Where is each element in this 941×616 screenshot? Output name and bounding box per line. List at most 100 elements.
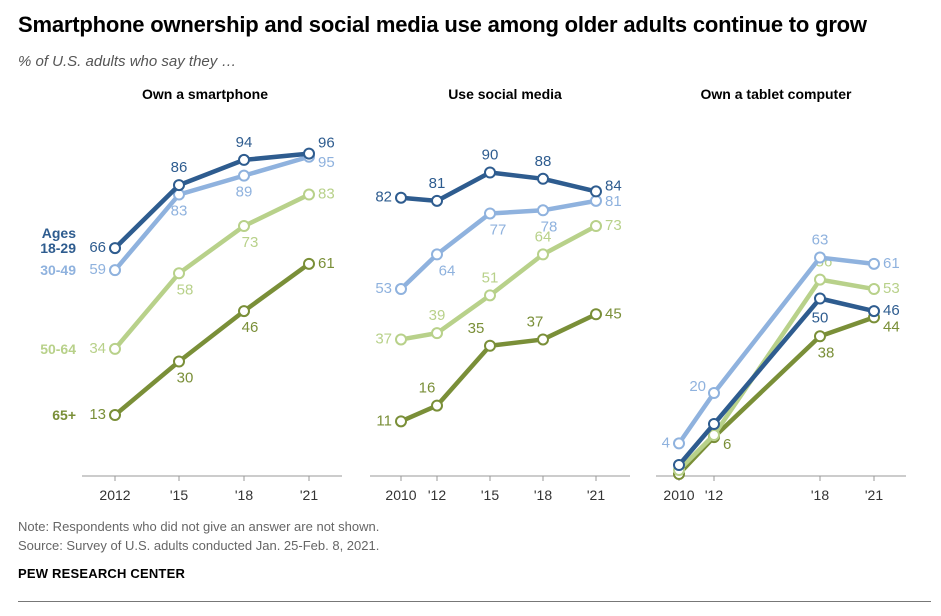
data-label-own-a-tablet-computer-65-3: 44 [883, 318, 900, 335]
data-label-own-a-smartphone-18-29-0: 66 [89, 239, 106, 256]
legend-label-50-64: 50-64 [40, 341, 76, 357]
series-line-own-a-smartphone-30-49 [112, 154, 312, 273]
data-label-own-a-tablet-computer-30-49-1: 20 [689, 378, 706, 395]
legend-label-30-49: 30-49 [40, 262, 76, 278]
data-point-own-a-smartphone-50-64-3 [303, 188, 315, 201]
x-tick-label-use-social-media-12: '12 [428, 487, 446, 503]
data-point-use-social-media-65-3 [537, 333, 549, 346]
data-label-own-a-tablet-computer-30-49-2: 63 [812, 232, 829, 249]
data-label-use-social-media-65-0: 11 [376, 412, 392, 429]
x-tick-label-use-social-media-21: '21 [587, 487, 605, 503]
x-tick-label-use-social-media-18: '18 [534, 487, 552, 503]
x-tick-label-own-a-tablet-computer-12: '12 [705, 487, 723, 503]
data-point-use-social-media-50-64-3 [537, 248, 549, 261]
data-point-own-a-tablet-computer-65-2 [814, 330, 826, 343]
series-line-own-a-tablet-computer-50-64 [676, 277, 877, 473]
data-label-own-a-smartphone-50-64-2: 73 [242, 234, 259, 251]
data-point-own-a-smartphone-65-2 [238, 305, 250, 318]
data-point-own-a-smartphone-18-29-1 [173, 179, 185, 192]
data-label-use-social-media-50-64-0: 37 [375, 330, 392, 347]
chart-source: Source: Survey of U.S. adults conducted … [18, 538, 380, 553]
data-label-own-a-tablet-computer-65-1: 6 [723, 436, 731, 453]
data-point-use-social-media-65-1 [431, 399, 443, 412]
data-point-use-social-media-18-29-3 [537, 172, 549, 185]
data-point-own-a-tablet-computer-30-49-1 [708, 387, 720, 399]
data-label-own-a-tablet-computer-30-49-3: 61 [883, 255, 900, 272]
data-point-use-social-media-50-64-1 [431, 327, 443, 340]
data-label-own-a-smartphone-30-49-0: 59 [89, 261, 106, 278]
data-label-own-a-smartphone-30-49-1: 83 [171, 203, 188, 220]
data-point-use-social-media-50-64-2 [484, 289, 496, 302]
data-point-own-a-smartphone-50-64-2 [238, 220, 250, 233]
data-point-own-a-tablet-computer-30-49-2 [814, 251, 826, 264]
legend-label-18-29: 18-29 [40, 240, 76, 256]
data-point-own-a-tablet-computer-50-64-2 [814, 273, 826, 286]
data-label-use-social-media-50-64-4: 73 [605, 217, 622, 234]
chart-subtitle: % of U.S. adults who say they … [18, 53, 237, 70]
x-tick-label-own-a-tablet-computer-18: '18 [811, 487, 829, 503]
data-label-own-a-smartphone-18-29-1: 86 [171, 159, 188, 176]
data-point-use-social-media-30-49-1 [431, 248, 443, 261]
panel-title-use-social-media: Use social media [448, 86, 562, 102]
data-label-use-social-media-30-49-2: 77 [490, 221, 507, 238]
data-point-use-social-media-18-29-0 [395, 191, 407, 204]
data-label-use-social-media-50-64-1: 39 [429, 307, 446, 324]
data-point-own-a-tablet-computer-30-49-3 [868, 257, 880, 270]
data-label-use-social-media-65-2: 35 [468, 320, 485, 337]
x-tick-label-own-a-tablet-computer-21: '21 [865, 487, 883, 503]
data-label-own-a-smartphone-65-3: 61 [318, 255, 335, 272]
data-label-use-social-media-18-29-1: 81 [429, 175, 446, 192]
data-point-own-a-smartphone-30-49-2 [238, 169, 250, 182]
data-point-own-a-smartphone-30-49-0 [109, 264, 121, 277]
data-point-own-a-smartphone-18-29-2 [238, 153, 250, 166]
data-point-own-a-smartphone-65-1 [173, 355, 185, 368]
data-label-own-a-tablet-computer-18-29-2: 50 [812, 310, 829, 327]
panel-title-own-a-tablet-computer: Own a tablet computer [701, 86, 852, 102]
bottom-rule [18, 601, 931, 602]
data-point-own-a-smartphone-18-29-0 [109, 242, 121, 255]
data-point-own-a-smartphone-50-64-0 [109, 342, 121, 355]
data-point-own-a-tablet-computer-30-49-0 [673, 437, 685, 450]
x-tick-label-use-social-media-15: '15 [481, 487, 499, 503]
data-point-own-a-smartphone-18-29-3 [303, 147, 315, 160]
data-point-own-a-smartphone-65-3 [303, 257, 315, 270]
data-label-use-social-media-18-29-2: 90 [482, 147, 499, 164]
data-point-use-social-media-18-29-2 [484, 166, 496, 179]
data-label-use-social-media-30-49-4: 81 [605, 193, 622, 210]
data-point-use-social-media-50-64-4 [590, 220, 602, 233]
data-label-own-a-smartphone-65-1: 30 [177, 370, 194, 387]
series-line-use-social-media-65 [398, 312, 599, 424]
data-label-own-a-smartphone-65-2: 46 [242, 319, 259, 336]
chart-note: Note: Respondents who did not give an an… [18, 519, 380, 534]
chart-title: Smartphone ownership and social media us… [18, 12, 867, 37]
x-tick-label-own-a-smartphone-2012: 2012 [99, 487, 130, 503]
data-point-own-a-tablet-computer-18-29-3 [868, 305, 880, 318]
data-label-use-social-media-65-1: 16 [419, 380, 436, 397]
data-label-own-a-smartphone-18-29-3: 96 [318, 135, 335, 152]
x-tick-label-use-social-media-2010: 2010 [385, 487, 416, 503]
series-line-own-a-tablet-computer-18-29 [676, 296, 877, 468]
data-label-own-a-tablet-computer-65-2: 38 [818, 344, 835, 361]
data-label-use-social-media-65-4: 45 [605, 305, 622, 322]
data-point-use-social-media-65-2 [484, 339, 496, 352]
data-label-own-a-smartphone-30-49-2: 89 [236, 184, 253, 201]
data-label-use-social-media-65-3: 37 [527, 313, 544, 330]
data-point-use-social-media-30-49-2 [484, 207, 496, 220]
data-point-own-a-tablet-computer-50-64-3 [868, 283, 880, 296]
data-label-own-a-smartphone-50-64-3: 83 [318, 186, 335, 203]
data-point-use-social-media-30-49-0 [395, 283, 407, 296]
organization-name: PEW RESEARCH CENTER [18, 566, 186, 581]
data-point-use-social-media-18-29-1 [431, 194, 443, 207]
data-label-use-social-media-50-64-3: 64 [535, 228, 552, 245]
legend-header: Ages [42, 225, 76, 241]
data-label-own-a-smartphone-30-49-3: 95 [318, 154, 335, 171]
data-point-use-social-media-30-49-3 [537, 204, 549, 217]
data-label-own-a-tablet-computer-30-49-0: 4 [662, 434, 670, 451]
x-tick-label-own-a-smartphone-18: '18 [235, 487, 253, 503]
data-label-own-a-smartphone-65-0: 13 [89, 406, 106, 423]
data-label-own-a-tablet-computer-18-29-3: 46 [883, 302, 900, 319]
series-line-own-a-smartphone-18-29 [112, 151, 312, 251]
series-line-use-social-media-30-49 [398, 198, 599, 292]
data-point-use-social-media-50-64-0 [395, 333, 407, 346]
